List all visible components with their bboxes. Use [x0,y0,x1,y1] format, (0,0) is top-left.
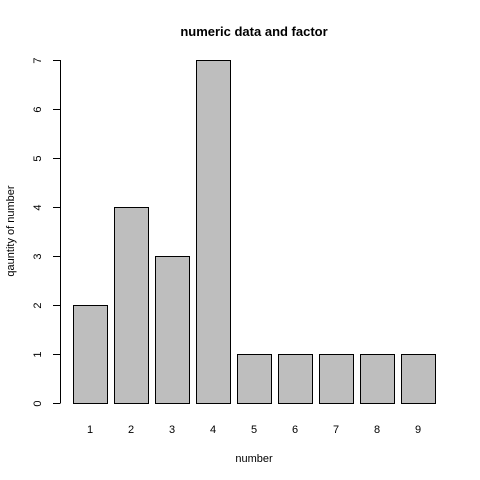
bar-9 [401,354,436,404]
bar-1 [73,305,108,404]
x-tick-label: 2 [128,424,134,436]
bar-2 [114,207,149,404]
x-tick-label: 8 [374,424,380,436]
x-tick-label: 3 [169,424,175,436]
x-axis-label: number [235,453,273,465]
y-tick-label: 4 [32,204,44,210]
y-axis: 0 1 2 3 4 5 6 7 [32,57,61,407]
y-tick-label: 6 [32,106,44,112]
y-tick-label: 3 [32,253,44,259]
y-tick-label: 2 [32,302,44,308]
bar-7 [319,354,354,404]
x-tick-label: 5 [251,424,257,436]
bar-8 [360,354,395,404]
x-tick-label: 9 [415,424,421,436]
x-tick-label: 6 [292,424,298,436]
bar-5 [237,354,272,404]
y-tick-label: 5 [32,155,44,161]
y-axis-label: qauntity of number [5,185,17,276]
bar-3 [155,256,190,404]
y-tick-label: 0 [32,400,44,406]
bars-group [73,60,436,404]
y-tick-label: 7 [32,57,44,63]
chart-title: numeric data and factor [180,24,327,39]
bar-4 [196,60,231,404]
bar-6 [278,354,313,404]
x-tick-labels: 1 2 3 4 5 6 7 8 9 [87,424,421,436]
x-tick-label: 7 [333,424,339,436]
y-tick-label: 1 [32,351,44,357]
x-tick-label: 1 [87,424,93,436]
x-tick-label: 4 [210,424,216,436]
